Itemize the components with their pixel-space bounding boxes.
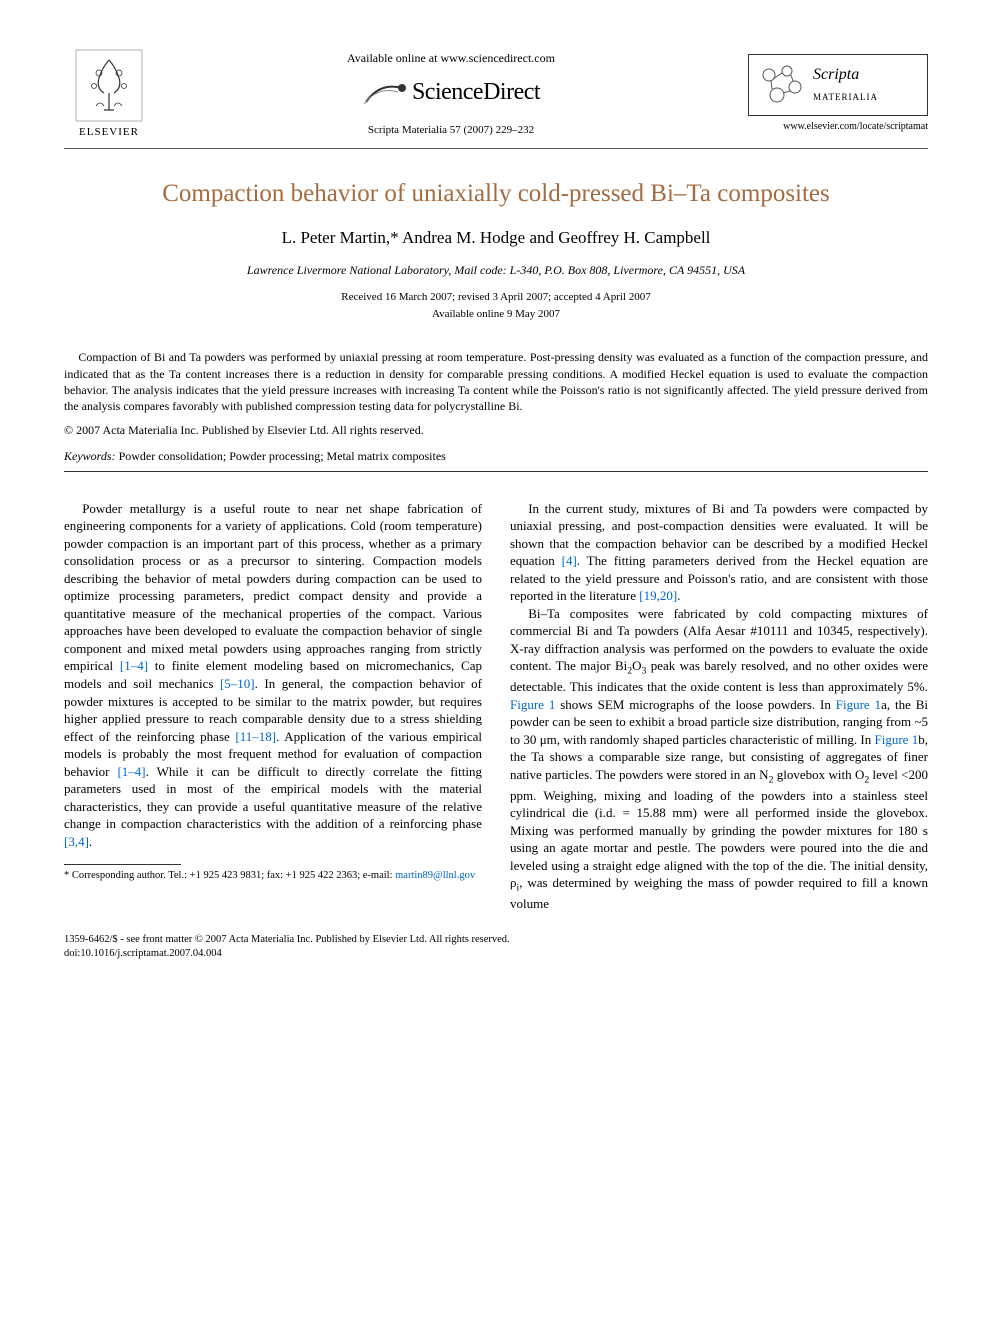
scripta-name: Scripta [813, 66, 859, 83]
ref-link[interactable]: [3,4] [64, 834, 89, 849]
figure-link[interactable]: Figure 1 [510, 697, 555, 712]
abstract-copyright: © 2007 Acta Materialia Inc. Published by… [64, 422, 928, 438]
journal-header: ELSEVIER Available online at www.science… [64, 48, 928, 140]
body-text: Powder metallurgy is a useful route to n… [64, 500, 928, 913]
footer-doi: doi:10.1016/j.scriptamat.2007.04.004 [64, 947, 928, 961]
keywords-text: Powder consolidation; Powder processing;… [116, 449, 446, 463]
scripta-sub: MATERIALIA [813, 92, 878, 102]
ref-link[interactable]: [11–18] [235, 729, 276, 744]
online-date: Available online 9 May 2007 [64, 307, 928, 322]
received-date: Received 16 March 2007; revised 3 April … [64, 290, 928, 305]
center-header: Available online at www.sciencedirect.co… [154, 50, 748, 137]
ref-link[interactable]: [1–4] [120, 658, 148, 673]
body-paragraph-2: In the current study, mixtures of Bi and… [510, 500, 928, 605]
figure-link[interactable]: Figure 1 [875, 732, 919, 747]
scripta-title: Scripta MATERIALIA [813, 64, 919, 107]
figure-link[interactable]: Figure 1 [836, 697, 881, 712]
abstract: Compaction of Bi and Ta powders was perf… [64, 349, 928, 414]
ref-link[interactable]: [1–4] [117, 764, 145, 779]
body-paragraph-1: Powder metallurgy is a useful route to n… [64, 500, 482, 851]
ref-link[interactable]: [4] [562, 553, 577, 568]
ref-link[interactable]: [5–10] [220, 676, 255, 691]
scripta-logo-box: Scripta MATERIALIA [748, 54, 928, 116]
ref-link[interactable]: [19,20] [639, 588, 677, 603]
sciencedirect-label: ScienceDirect [412, 76, 540, 108]
page-footer: 1359-6462/$ - see front matter © 2007 Ac… [64, 933, 928, 961]
journal-url: www.elsevier.com/locate/scriptamat [748, 120, 928, 134]
journal-reference: Scripta Materialia 57 (2007) 229–232 [154, 123, 748, 138]
article-title: Compaction behavior of uniaxially cold-p… [64, 177, 928, 211]
body-paragraph-3: Bi–Ta composites were fabricated by cold… [510, 605, 928, 913]
footnote-separator [64, 864, 181, 865]
available-online-text: Available online at www.sciencedirect.co… [154, 50, 748, 66]
publisher-logo-block: ELSEVIER [64, 48, 154, 140]
keywords-line: Keywords: Powder consolidation; Powder p… [64, 448, 928, 464]
corresponding-author-footnote: * Corresponding author. Tel.: +1 925 423… [64, 869, 482, 883]
elsevier-tree-icon [74, 48, 144, 123]
sciencedirect-row: ScienceDirect [154, 76, 748, 108]
sciencedirect-swoosh-icon [362, 78, 406, 108]
keywords-label: Keywords: [64, 449, 116, 463]
molecule-icon [757, 61, 805, 109]
publisher-name: ELSEVIER [79, 125, 139, 140]
abstract-divider [64, 471, 928, 472]
journal-logo-block: Scripta MATERIALIA www.elsevier.com/loca… [748, 54, 928, 134]
header-divider [64, 148, 928, 149]
affiliation: Lawrence Livermore National Laboratory, … [64, 262, 928, 278]
email-link[interactable]: martin89@llnl.gov [395, 870, 475, 881]
footer-copyright: 1359-6462/$ - see front matter © 2007 Ac… [64, 933, 928, 947]
authors: L. Peter Martin,* Andrea M. Hodge and Ge… [64, 227, 928, 250]
